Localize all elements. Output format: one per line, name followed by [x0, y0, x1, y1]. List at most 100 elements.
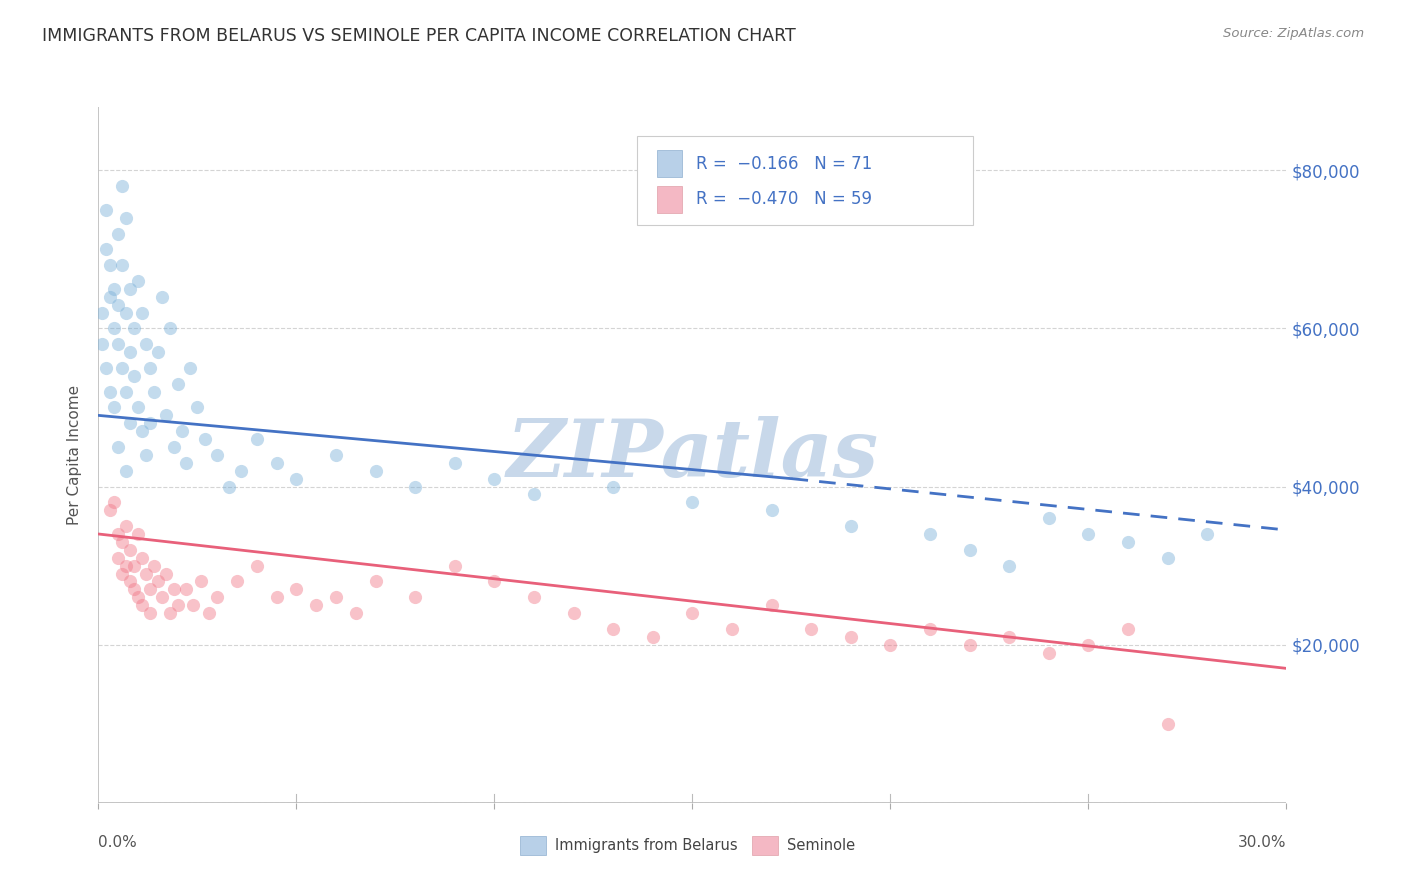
Point [155, 409, 177, 423]
Point [364, 464, 387, 478]
Point [120, 282, 142, 296]
Point [131, 550, 153, 565]
Point [207, 591, 229, 605]
Point [155, 566, 177, 581]
Point [484, 472, 506, 486]
Point [135, 337, 157, 351]
Point [135, 566, 157, 581]
Point [139, 606, 162, 620]
Point [998, 630, 1021, 644]
Point [1038, 646, 1060, 660]
Point [122, 321, 145, 335]
Text: 30.0%: 30.0% [1239, 836, 1286, 850]
Point [150, 591, 173, 605]
Point [107, 527, 129, 541]
Point [186, 401, 208, 415]
Point [111, 258, 134, 272]
Point [1156, 716, 1178, 731]
Point [364, 574, 387, 589]
Point [839, 630, 862, 644]
Point [120, 417, 142, 431]
Point [139, 582, 162, 597]
Point [127, 591, 149, 605]
Point [444, 456, 467, 470]
Point [103, 495, 125, 509]
Point [800, 622, 823, 636]
Point [229, 464, 252, 478]
Point [120, 542, 142, 557]
Point [111, 179, 134, 194]
Point [127, 401, 149, 415]
Point [641, 630, 664, 644]
Point [325, 591, 347, 605]
Text: Immigrants from Belarus: Immigrants from Belarus [555, 838, 738, 853]
Point [131, 424, 153, 438]
Point [142, 384, 165, 399]
Point [207, 448, 229, 462]
Point [91, 337, 114, 351]
Point [96, 243, 118, 257]
Point [194, 432, 217, 446]
Point [246, 558, 269, 573]
Point [139, 361, 162, 376]
Point [163, 582, 186, 597]
Text: 0.0%: 0.0% [98, 836, 138, 850]
Point [98, 503, 121, 517]
Point [103, 401, 125, 415]
Point [115, 305, 138, 319]
Text: R =  −0.166   N = 71: R = −0.166 N = 71 [696, 154, 872, 173]
Point [266, 591, 288, 605]
Point [163, 440, 186, 454]
Point [103, 321, 125, 335]
Text: Seminole: Seminole [787, 838, 855, 853]
Text: IMMIGRANTS FROM BELARUS VS SEMINOLE PER CAPITA INCOME CORRELATION CHART: IMMIGRANTS FROM BELARUS VS SEMINOLE PER … [42, 27, 796, 45]
Point [174, 582, 197, 597]
Point [404, 479, 426, 493]
Y-axis label: Per Capita Income: Per Capita Income [67, 384, 83, 525]
Point [122, 558, 145, 573]
Point [98, 258, 121, 272]
Point [285, 582, 308, 597]
Point [107, 227, 129, 241]
Point [96, 361, 118, 376]
Point [198, 606, 221, 620]
Point [174, 456, 197, 470]
Point [139, 417, 162, 431]
Point [246, 432, 269, 446]
Point [602, 622, 624, 636]
Point [98, 384, 121, 399]
Point [122, 582, 145, 597]
Point [523, 591, 546, 605]
Point [761, 598, 783, 612]
Point [127, 527, 149, 541]
Point [682, 606, 704, 620]
Point [266, 456, 288, 470]
Point [115, 519, 138, 533]
Point [131, 305, 153, 319]
Point [761, 503, 783, 517]
Point [111, 361, 134, 376]
Point [131, 598, 153, 612]
Point [1156, 550, 1178, 565]
Point [721, 622, 744, 636]
Point [920, 527, 942, 541]
Point [959, 542, 981, 557]
Point [159, 321, 181, 335]
Text: Source: ZipAtlas.com: Source: ZipAtlas.com [1223, 27, 1364, 40]
Point [107, 550, 129, 565]
Point [920, 622, 942, 636]
Point [879, 638, 901, 652]
Point [484, 574, 506, 589]
Point [1197, 527, 1219, 541]
Point [444, 558, 467, 573]
Point [179, 361, 201, 376]
Point [115, 464, 138, 478]
Text: R =  −0.470   N = 59: R = −0.470 N = 59 [696, 190, 872, 208]
Point [91, 305, 114, 319]
Point [98, 290, 121, 304]
Point [682, 495, 704, 509]
Point [170, 424, 193, 438]
Point [122, 368, 145, 383]
Point [305, 598, 328, 612]
Point [120, 574, 142, 589]
